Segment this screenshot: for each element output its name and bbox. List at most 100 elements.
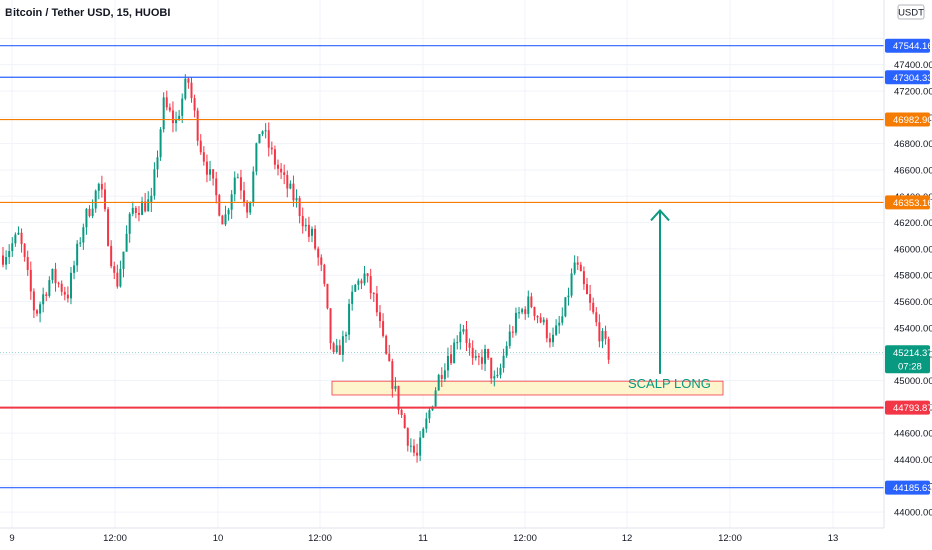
candle-down (113, 266, 116, 273)
candle-up (159, 129, 162, 158)
candle-up (335, 345, 338, 353)
y-tick-label: 44400.00 (894, 455, 932, 466)
candle-up (39, 304, 42, 314)
candle-down (218, 195, 221, 216)
candle-down (110, 245, 113, 267)
candle-up (474, 356, 477, 358)
candle-up (434, 390, 437, 407)
candle-up (156, 157, 159, 170)
level-tag[interactable] (885, 195, 930, 210)
candle-down (471, 347, 474, 358)
level-tag-label: 44793.87 (893, 403, 932, 414)
candle-down (196, 110, 199, 141)
candle-up (354, 284, 357, 292)
candle-up (518, 312, 521, 314)
level-tag[interactable] (885, 480, 930, 495)
candle-down (23, 244, 26, 257)
candle-up (493, 376, 496, 379)
level-tag[interactable] (885, 400, 930, 415)
candle-down (239, 177, 242, 191)
candle-up (97, 183, 100, 191)
candle-down (193, 98, 196, 111)
candle-down (35, 310, 38, 314)
candle-up (79, 242, 82, 244)
y-tick-label: 45600.00 (894, 297, 932, 308)
candle-up (558, 322, 561, 326)
last-price-tag-label: 45214.37 (893, 348, 932, 359)
candle-up (122, 251, 125, 269)
candle-up (484, 349, 487, 364)
candle-up (527, 296, 530, 315)
candle-down (372, 293, 375, 295)
candle-up (505, 345, 508, 356)
x-tick-label: 10 (213, 533, 224, 544)
candle-down (60, 283, 63, 292)
candle-up (249, 202, 252, 213)
candle-up (125, 233, 128, 252)
candle-up (82, 227, 85, 243)
candle-up (564, 297, 567, 317)
level-tag[interactable] (885, 112, 930, 127)
candle-up (224, 214, 227, 225)
candle-up (561, 316, 564, 323)
level-tag-label: 44185.63 (893, 483, 932, 494)
candle-down (329, 308, 332, 344)
candle-down (323, 264, 326, 284)
candle-down (199, 140, 202, 153)
candle-up (508, 331, 511, 346)
candle-up (227, 209, 230, 215)
candle-down (378, 312, 381, 322)
candle-down (270, 147, 273, 150)
candle-up (289, 183, 292, 189)
candle-down (171, 110, 174, 124)
candle-up (499, 367, 502, 375)
candle-up (181, 98, 184, 116)
candle-down (391, 361, 394, 389)
support-zone[interactable] (331, 380, 724, 396)
y-tick-label: 45400.00 (894, 323, 932, 334)
candle-up (8, 251, 11, 258)
candle-up (542, 319, 545, 323)
y-tick-label: 45800.00 (894, 271, 932, 282)
countdown-label: 07:28 (898, 361, 922, 372)
candle-up (437, 374, 440, 391)
candle-down (301, 215, 304, 227)
candle-down (536, 316, 539, 318)
candle-up (73, 265, 76, 273)
candle-up (311, 228, 313, 236)
candle-down (168, 107, 171, 111)
level-tag[interactable] (885, 70, 930, 85)
candle-down (2, 255, 4, 265)
currency-box[interactable] (897, 4, 925, 20)
candle-up (91, 208, 94, 217)
chart-title: Bitcoin / Tether USD, 15, HUOBI (5, 7, 171, 19)
x-tick-label: 12:00 (513, 533, 537, 544)
candle-up (446, 355, 449, 371)
candle-up (357, 280, 360, 285)
level-tag-label: 46982.90 (893, 115, 932, 126)
candle-down (88, 208, 91, 217)
level-tag[interactable] (885, 38, 930, 53)
candle-up (150, 195, 153, 203)
candle-down (385, 335, 388, 354)
candle-up (348, 303, 351, 335)
candle-up (555, 325, 558, 335)
candle-down (326, 283, 329, 309)
candle-up (69, 272, 72, 299)
candle-down (63, 291, 66, 295)
candle-up (344, 334, 347, 337)
candle-up (573, 262, 576, 274)
candle-down (440, 374, 443, 379)
candle-down (267, 130, 270, 148)
candle-up (394, 385, 397, 389)
currency-label: USDT (898, 8, 924, 19)
candle-up (51, 268, 54, 281)
x-tick-label: 12 (622, 533, 633, 544)
candle-down (190, 82, 193, 99)
candle-down (480, 357, 483, 364)
last-price-tag[interactable] (885, 345, 930, 374)
candle-down (54, 268, 57, 284)
price-axis[interactable] (884, 0, 932, 550)
y-tick-label: 44000.00 (894, 508, 932, 519)
